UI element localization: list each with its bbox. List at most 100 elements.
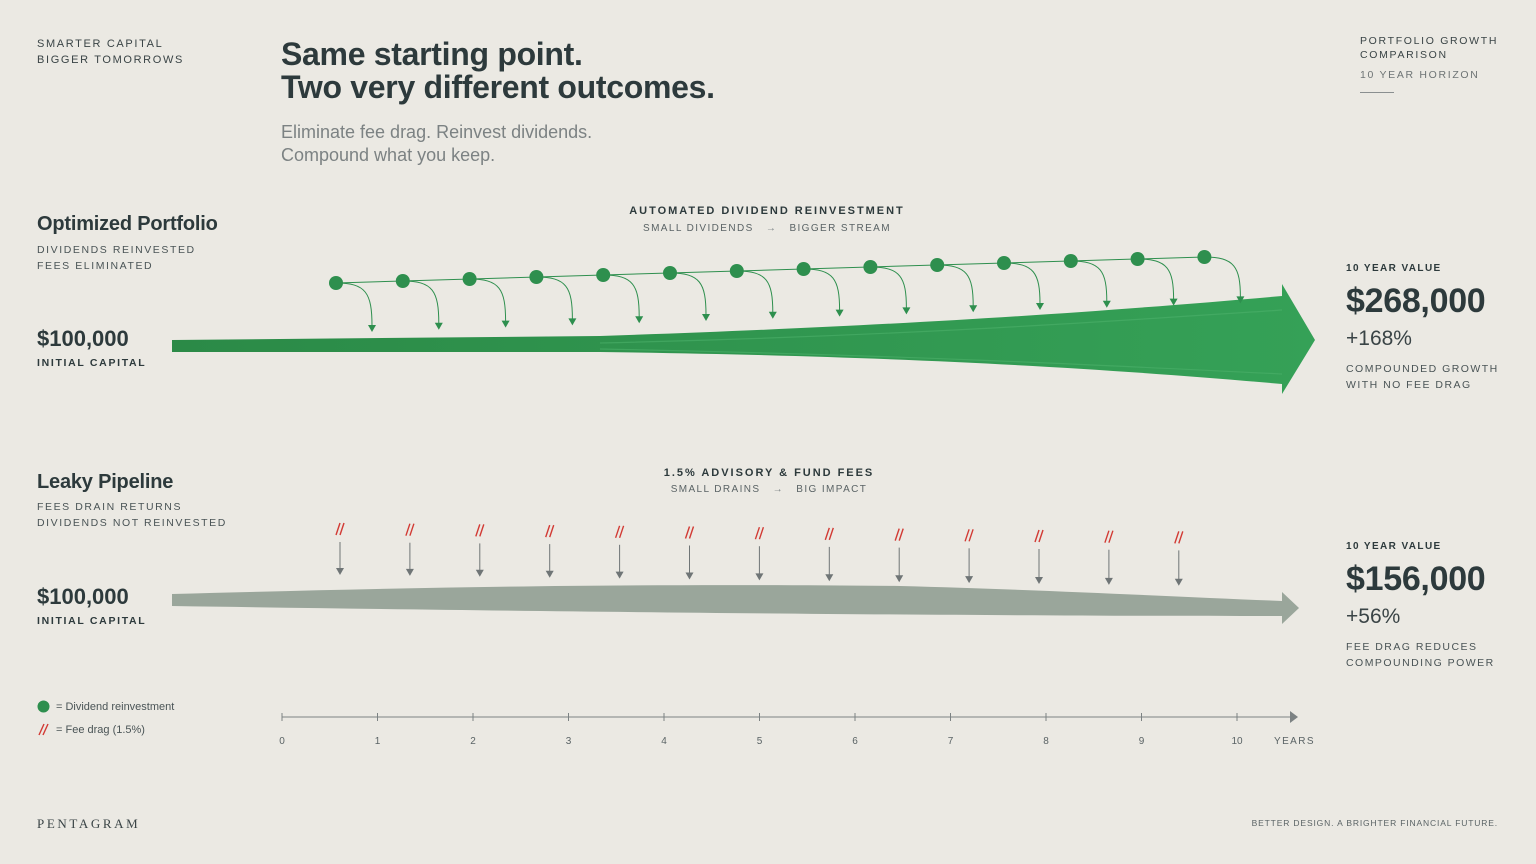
arrow-down-icon: [545, 570, 554, 578]
arrow-down-icon: [969, 305, 978, 313]
optimized-sub-1: DIVIDENDS REINVESTED: [37, 244, 196, 256]
axis-tick-label: 2: [470, 736, 476, 747]
dividend-flow-arrow: [1204, 256, 1241, 298]
brand-line-2: BIGGER TOMORROWS: [37, 54, 185, 66]
green-dot-icon: [930, 258, 945, 272]
page-subtitle: Eliminate fee drag. Reinvest dividends. …: [281, 121, 592, 167]
optimized-flow-right: BIGGER STREAM: [789, 223, 891, 234]
dividend-flow-arrow: [469, 278, 507, 322]
axis-tick-label: 7: [948, 736, 954, 747]
red-slash-icon: [754, 526, 765, 540]
green-dot-icon: [729, 264, 744, 278]
arrow-down-icon: [336, 568, 344, 575]
red-slash-icon: [475, 524, 485, 537]
red-slash-icon: [545, 524, 555, 538]
arrow-down-icon: [615, 571, 624, 579]
red-slash-icon: [1174, 531, 1184, 544]
arrow-down-icon: [1036, 303, 1044, 310]
arrow-down-icon: [755, 573, 764, 581]
green-dot-icon: [1063, 254, 1078, 268]
comparison-label: PORTFOLIO GROWTH COMPARISON 10 YEAR HORI…: [1360, 34, 1498, 93]
arrow-down-icon: [1104, 577, 1113, 585]
optimized-flow-heading: AUTOMATED DIVIDEND REINVESTMENT: [629, 205, 905, 217]
axis-tick-label: 1: [375, 736, 381, 747]
arrow-down-icon: [965, 576, 974, 584]
red-slash-icon: [38, 723, 49, 736]
leaky-flow-right: BIG IMPACT: [796, 484, 868, 495]
green-dot-icon: [1130, 252, 1145, 266]
arrow-right-icon: →: [772, 484, 785, 495]
green-dot-icon: [395, 274, 410, 288]
dividend-flow-arrow: [1137, 258, 1175, 300]
optimized-subtitle: DIVIDENDS REINVESTED FEES ELIMINATED: [37, 242, 196, 274]
arrow-down-icon: [895, 575, 904, 583]
green-dot-icon: [329, 276, 343, 290]
green-dot-icon: [37, 700, 50, 713]
dividend-markers: [329, 250, 1245, 332]
green-dot-icon: [997, 256, 1011, 270]
footer-brand: PENTAGRAM: [37, 816, 141, 831]
axis-arrow-icon: [1290, 711, 1298, 723]
dividend-flow-arrow: [870, 266, 907, 309]
legend-dividend-label: = Dividend reinvestment: [56, 700, 175, 713]
arrow-down-icon: [368, 325, 376, 332]
legend-dividend: = Dividend reinvestment: [37, 700, 174, 713]
legend: = Dividend reinvestment = Fee drag (1.5%…: [37, 700, 174, 736]
axis-tick-label: 6: [852, 736, 858, 747]
axis-tick-label: 5: [757, 736, 763, 747]
arrow-down-icon: [768, 311, 777, 319]
red-slash-icon: [824, 527, 834, 541]
leaky-result-percent: +56%: [1346, 605, 1401, 628]
optimized-capital-label: INITIAL CAPITAL: [37, 357, 147, 369]
arrow-down-icon: [1174, 578, 1183, 586]
dividend-flow-arrow: [603, 274, 640, 318]
headline-line-1: Same starting point.: [281, 36, 583, 72]
dividend-stream-line: [335, 256, 1205, 284]
optimized-result-value: $268,000: [1346, 282, 1486, 320]
red-slash-icon: [335, 522, 345, 536]
dividend-flow-arrow: [803, 268, 841, 311]
horizon-label: 10 YEAR HORIZON: [1360, 69, 1480, 81]
leaky-growth-arrow: [172, 585, 1299, 624]
optimized-result-note: COMPOUNDED GROWTH WITH NO FEE DRAG: [1346, 361, 1499, 393]
dividend-flow-arrow: [669, 272, 707, 316]
arrow-down-icon: [825, 574, 834, 582]
axis-tick-label: 9: [1139, 736, 1145, 747]
leaky-capital-label: INITIAL CAPITAL: [37, 615, 147, 627]
axis-unit: YEARS: [1274, 736, 1315, 747]
leaky-result-label: 10 YEAR VALUE: [1346, 541, 1442, 552]
red-slash-icon: [1104, 530, 1114, 543]
green-dot-icon: [863, 260, 878, 274]
arrow-down-icon: [501, 320, 510, 328]
green-dot-icon: [596, 268, 611, 282]
legend-fee-label: = Fee drag (1.5%): [56, 723, 145, 736]
axis-tick-label: 3: [566, 736, 572, 747]
leaky-result-note: FEE DRAG REDUCES COMPOUNDING POWER: [1346, 639, 1495, 671]
arrow-down-icon: [702, 314, 710, 321]
arrow-down-icon: [635, 316, 644, 324]
optimized-title: Optimized Portfolio: [37, 213, 218, 235]
axis-tick-label: 4: [661, 736, 667, 747]
axis-tick-label: 10: [1231, 736, 1243, 747]
leaky-subtitle: FEES DRAIN RETURNS DIVIDENDS NOT REINVES…: [37, 499, 227, 531]
leaky-sub-1: FEES DRAIN RETURNS: [37, 501, 183, 513]
red-slash-icon: [684, 526, 695, 539]
brand-line-1: SMARTER CAPITAL: [37, 38, 164, 50]
leaky-note-1: FEE DRAG REDUCES: [1346, 641, 1478, 653]
arrow-down-icon: [1102, 300, 1111, 308]
leaky-title: Leaky Pipeline: [37, 471, 174, 493]
red-slash-icon: [405, 523, 415, 536]
legend-fee: = Fee drag (1.5%): [37, 723, 174, 736]
optimized-sub-2: FEES ELIMINATED: [37, 260, 154, 272]
dividend-flow-arrow: [335, 282, 373, 327]
arrow-down-icon: [1236, 296, 1245, 304]
dividend-flow-arrow: [536, 276, 573, 320]
arrow-down-icon: [835, 309, 844, 317]
brand-tagline: SMARTER CAPITAL BIGGER TOMORROWS: [37, 36, 184, 68]
comparison-line-1: PORTFOLIO GROWTH: [1360, 35, 1499, 47]
arrow-down-icon: [405, 568, 414, 576]
footer-tagline: BETTER DESIGN. A BRIGHTER FINANCIAL FUTU…: [1251, 818, 1498, 828]
arrow-down-icon: [434, 322, 443, 330]
optimized-result-percent: +168%: [1346, 327, 1412, 350]
optimized-flow-left: SMALL DIVIDENDS: [643, 223, 754, 234]
